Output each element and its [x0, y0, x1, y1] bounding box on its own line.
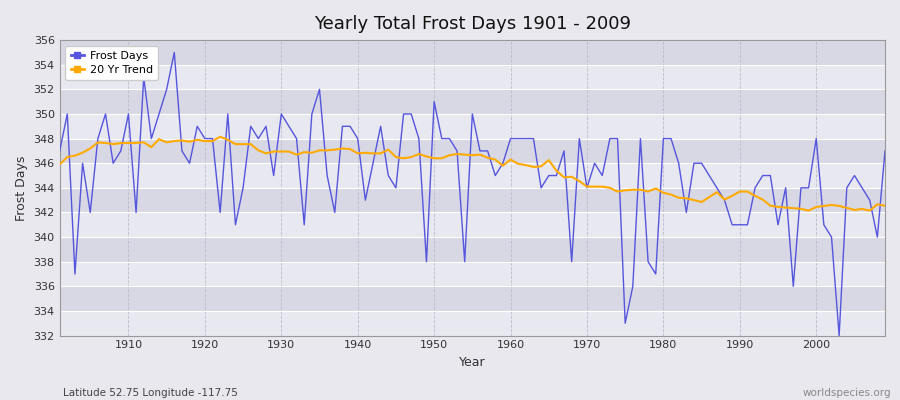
Bar — [59, 114, 885, 139]
Bar — [59, 286, 885, 311]
Y-axis label: Frost Days: Frost Days — [15, 155, 28, 220]
Legend: Frost Days, 20 Yr Trend: Frost Days, 20 Yr Trend — [65, 46, 158, 80]
Text: worldspecies.org: worldspecies.org — [803, 388, 891, 398]
Bar — [59, 163, 885, 188]
Bar — [59, 262, 885, 286]
Bar — [59, 89, 885, 114]
Bar — [59, 139, 885, 163]
Bar — [59, 237, 885, 262]
X-axis label: Year: Year — [459, 356, 486, 369]
Bar — [59, 188, 885, 212]
Title: Yearly Total Frost Days 1901 - 2009: Yearly Total Frost Days 1901 - 2009 — [314, 15, 631, 33]
Bar — [59, 311, 885, 336]
Text: Latitude 52.75 Longitude -117.75: Latitude 52.75 Longitude -117.75 — [63, 388, 238, 398]
Bar — [59, 65, 885, 89]
Bar — [59, 40, 885, 65]
Bar — [59, 212, 885, 237]
